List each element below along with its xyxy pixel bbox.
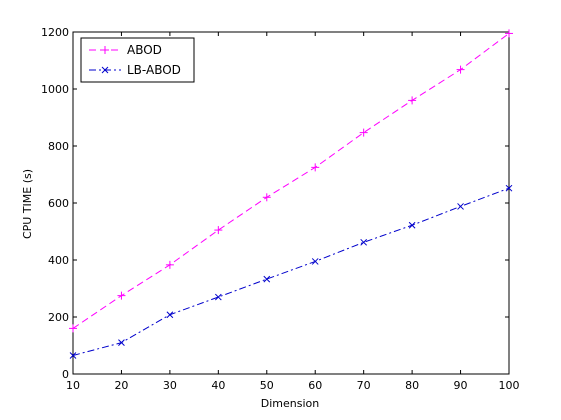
- data-point: [457, 203, 464, 210]
- x-axis: 10 20 30 40 50 60 70 80 90 100: [66, 32, 520, 392]
- legend-box: [80, 37, 195, 83]
- data-point: [360, 238, 368, 246]
- data-point: [69, 352, 77, 359]
- data-point: [505, 184, 513, 192]
- data-point: [359, 128, 368, 137]
- data-point: [263, 275, 271, 283]
- x-tick-label: 80: [405, 379, 419, 392]
- series-line: [72, 187, 510, 356]
- y-tick-label: 800: [48, 140, 69, 153]
- y-axis: 0 200 400 600 800 1000 1200: [41, 26, 509, 381]
- x-axis-title: Dimension: [261, 397, 319, 410]
- data-point: [214, 226, 223, 235]
- data-point: [456, 65, 465, 74]
- y-tick-label: 200: [48, 311, 69, 324]
- data-point: [505, 29, 513, 38]
- data-point: [262, 193, 271, 202]
- data-point: [117, 291, 126, 300]
- x-tick-label: 40: [211, 379, 225, 392]
- legend-label: LB-ABOD: [127, 63, 181, 77]
- y-tick-label: 0: [62, 368, 69, 381]
- x-tick-label: 60: [308, 379, 322, 392]
- data-point: [69, 324, 77, 333]
- plot-area: [72, 31, 510, 375]
- y-axis-title: CPU TIME (s): [21, 169, 34, 239]
- x-tick-label: 10: [66, 379, 80, 392]
- data-point: [408, 221, 416, 229]
- data-point: [311, 163, 320, 172]
- legend-item: LB-ABOD: [89, 63, 181, 77]
- data-point: [118, 339, 125, 347]
- legend-marker: [101, 66, 109, 74]
- legend: ABOD LB-ABOD: [80, 37, 195, 83]
- legend-item: ABOD: [89, 43, 162, 57]
- x-tick-label: 20: [114, 379, 128, 392]
- legend-label: ABOD: [127, 43, 162, 57]
- y-tick-label: 600: [48, 197, 69, 210]
- x-tick-label: 70: [357, 379, 371, 392]
- data-point: [408, 96, 417, 105]
- x-tick-label: 90: [454, 379, 468, 392]
- data-point: [214, 293, 222, 301]
- data-point: [166, 311, 174, 319]
- x-tick-label: 100: [499, 379, 520, 392]
- y-tick-label: 1000: [41, 83, 69, 96]
- x-tick-label: 30: [163, 379, 177, 392]
- y-tick-label: 400: [48, 254, 69, 267]
- data-point: [165, 260, 174, 269]
- series-1: [69, 29, 513, 333]
- y-tick-label: 1200: [41, 26, 69, 39]
- plot-frame: [72, 31, 510, 375]
- data-point: [311, 258, 319, 265]
- legend-marker: [101, 46, 109, 54]
- series-layer: [69, 29, 513, 359]
- series-2: [69, 184, 513, 359]
- x-tick-label: 50: [260, 379, 274, 392]
